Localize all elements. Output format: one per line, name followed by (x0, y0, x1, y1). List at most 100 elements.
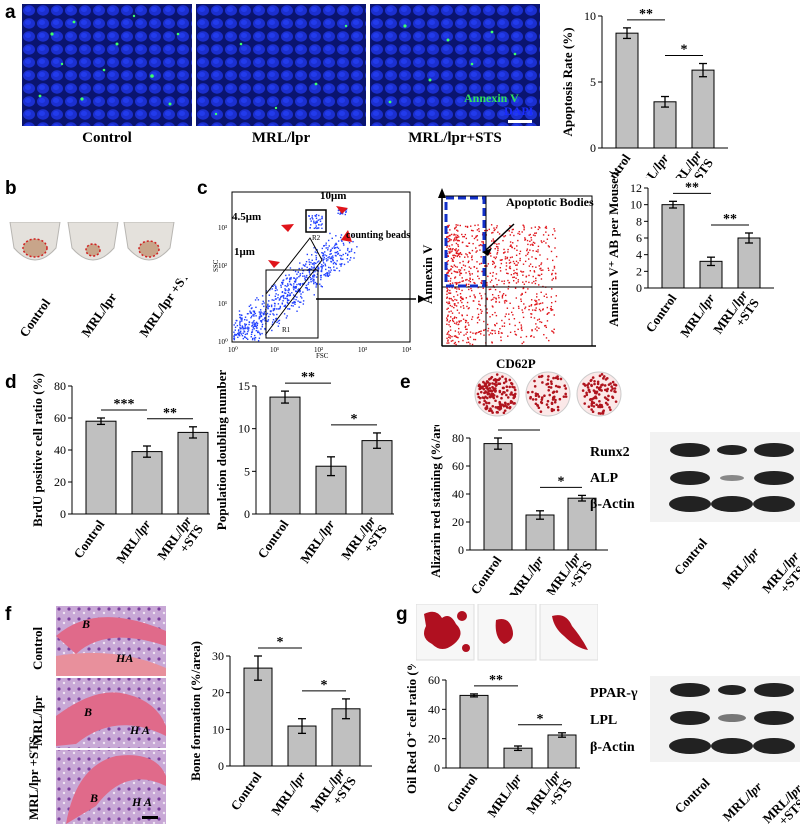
ssc-label: SSC (212, 259, 220, 272)
category-label: Control (227, 769, 264, 813)
bar (567, 497, 597, 551)
svg-text:MRL/lpr: MRL/lpr (720, 778, 766, 824)
significance-label: * (351, 412, 358, 427)
y-tick-label: 0 (60, 507, 66, 521)
chart-alizarin: 0 20 40 60 80 Alizarin red staining (%/area) C… (428, 425, 608, 595)
blot-g-actin: β-Actin (590, 740, 635, 755)
chart-annexin-ab: 0 2 4 6 8 10 12 Annexin V⁺ AB per Mouse (10⁷) Co… (606, 170, 774, 345)
bar (243, 667, 273, 767)
svg-text:B: B (81, 617, 90, 631)
svg-text:10³: 10³ (358, 346, 367, 354)
svg-text:B: B (89, 791, 98, 805)
y-tick-label: 10 (212, 722, 224, 736)
caption-mrl-lpr: MRL/lpr (251, 130, 311, 146)
y-tick-label: 20 (54, 475, 66, 489)
svg-text:MRL/lpr: MRL/lpr (719, 544, 763, 592)
bar (503, 747, 533, 769)
y-tick-label: 10 (630, 198, 642, 212)
significance-label: *** (509, 425, 530, 432)
oil-red-images (416, 604, 598, 661)
tube-control (9, 222, 61, 261)
tube-label-control: Control (16, 295, 53, 339)
dapi-legend: DAPI (504, 104, 534, 118)
y-tick-label: 60 (452, 459, 464, 473)
histology-label-control: Control (30, 627, 45, 670)
category-label: MRL/lpr+STS (307, 765, 359, 823)
y-tick-label: 0 (590, 141, 596, 155)
y-tick-label: 6 (636, 231, 642, 245)
bar (177, 431, 209, 515)
svg-text:Control: Control (671, 535, 710, 578)
y-axis-label: Bone formation (%/area) (188, 641, 203, 781)
category-label: MRL/lpr (113, 516, 154, 566)
blot-e-alp: ALP (590, 471, 618, 486)
y-tick-label: 20 (212, 686, 224, 700)
blot-g (650, 676, 800, 762)
histology-label-sts: MRL/lpr +STS (26, 736, 41, 820)
significance-label: ** (723, 212, 737, 227)
panel-label-c: c (197, 178, 208, 199)
y-axis-label: Annexin V⁺ AB per Mouse (10⁷) (606, 170, 621, 327)
category-label: MRL/lpr (677, 290, 718, 340)
scale-bar (508, 120, 532, 123)
blot-g-labels: PPAR-γ LPL β-Actin (590, 680, 638, 761)
panel-label-e: e (400, 372, 411, 393)
caption-mrl-lpr-sts: MRL/lpr+STS (408, 130, 502, 146)
panel-label-a: a (5, 2, 16, 23)
panel-b-tubes (9, 222, 175, 261)
significance-label: *** (114, 397, 135, 412)
flow-plot-fsc-ssc: R1 R2 1μm 4.5μm 10μm counting beads FSC … (212, 190, 412, 360)
panel-label-d: d (5, 372, 17, 393)
bar (361, 440, 393, 515)
y-tick-label: 40 (54, 443, 66, 457)
y-tick-label: 80 (54, 379, 66, 393)
annexin-axis-label: Annexin V (420, 244, 435, 304)
blot-e-runx2: Runx2 (590, 445, 630, 460)
svg-text:10²: 10² (314, 346, 323, 354)
y-tick-label: 40 (428, 702, 440, 716)
y-tick-label: 15 (238, 379, 250, 393)
significance-label: ** (489, 673, 503, 688)
svg-text:10¹: 10¹ (218, 300, 227, 308)
y-tick-label: 80 (452, 431, 464, 445)
apoptotic-gate (444, 196, 486, 288)
category-label: Control (70, 517, 107, 561)
svg-text:Control: Control (672, 775, 713, 816)
y-axis-label: Apoptosis Rate (%) (560, 27, 575, 136)
panel-c-flow: R1 R2 1μm 4.5μm 10μm counting beads FSC … (212, 188, 596, 371)
y-tick-label: 0 (434, 761, 440, 775)
category-label: Control (642, 291, 679, 335)
category-label: MRL/lpr+STS (154, 513, 206, 571)
bar (661, 204, 685, 289)
counting-beads-label: counting beads (346, 230, 410, 241)
y-tick-label: 60 (428, 673, 440, 687)
y-tick-label: 0 (458, 543, 464, 557)
category-label: Control (254, 517, 291, 561)
svg-text:10²: 10² (218, 262, 227, 270)
annexin-legend: Annexin V (464, 91, 519, 105)
cd62p-label: CD62P (496, 356, 536, 371)
chart-brdu: 0 20 40 60 80 BrdU positive cell ratio (%) Con… (30, 373, 210, 571)
y-tick-label: 0 (218, 759, 224, 773)
bar (691, 69, 715, 149)
significance-label: * (321, 678, 328, 693)
y-tick-label: 20 (428, 732, 440, 746)
histology-label-mrl: MRL/lpr (30, 695, 45, 746)
gate-r2 (305, 209, 327, 233)
bar (85, 420, 117, 515)
tube-mrl-lpr (67, 222, 119, 261)
y-tick-label: 60 (54, 411, 66, 425)
category-label: MRL/lpr+STS (710, 287, 762, 345)
y-tick-label: 10 (584, 9, 596, 23)
bead-4-5um: 4.5μm (232, 211, 261, 223)
svg-text:B: B (83, 705, 92, 719)
category-label: Control (443, 771, 480, 815)
y-tick-label: 10 (238, 422, 250, 436)
bar (131, 451, 163, 515)
svg-text:H A: H A (131, 795, 152, 809)
blot-e (650, 432, 800, 522)
bead-1um: 1μm (234, 246, 255, 258)
